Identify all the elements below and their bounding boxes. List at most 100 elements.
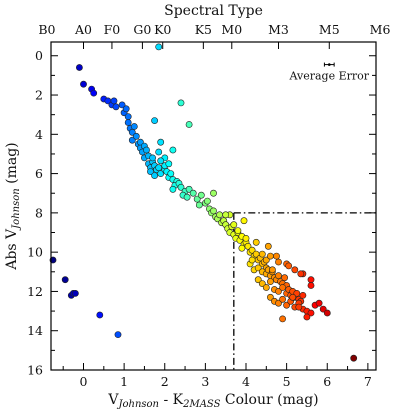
y-tick-label: 2 (35, 88, 43, 103)
x-tick-label: 7 (364, 374, 372, 389)
data-point (124, 113, 132, 120)
data-point (244, 242, 252, 250)
data-point (275, 272, 282, 280)
x-tick-label: 0 (80, 374, 88, 389)
data-point (266, 293, 274, 301)
data-point (268, 266, 276, 274)
data-point (155, 43, 163, 51)
data-points (49, 43, 358, 362)
x-tick-label: 5 (283, 374, 291, 389)
spectral-tick-label: B0 (38, 22, 55, 37)
x-tick-label: 6 (323, 374, 331, 389)
data-point (275, 258, 282, 266)
top-axis-title: Spectral Type (164, 3, 263, 19)
average-error-label: Average Error (289, 70, 370, 83)
data-point (281, 274, 288, 282)
data-point (234, 227, 242, 234)
spectral-tick-label: G0 (133, 22, 151, 37)
data-point (147, 168, 154, 175)
data-point (130, 123, 138, 130)
data-point (165, 160, 173, 168)
data-point (124, 119, 132, 126)
plot-frame (50, 41, 377, 371)
data-point (279, 284, 286, 291)
data-point (169, 146, 177, 154)
x-tick-label: 1 (120, 374, 128, 389)
data-point (210, 207, 217, 215)
data-point (157, 138, 165, 146)
data-point (303, 313, 311, 321)
data-point (279, 315, 286, 323)
data-point (197, 191, 205, 199)
data-point (254, 264, 262, 272)
reference-lines (233, 212, 376, 370)
data-point (132, 132, 140, 140)
y-tick-label: 0 (35, 48, 43, 63)
data-point (177, 183, 185, 191)
axis-title-part: V (107, 392, 119, 408)
data-point (112, 103, 120, 111)
spectral-tick-label: K0 (154, 22, 171, 37)
axis-title-part: (mag) (4, 142, 20, 188)
y-tick-label: 12 (27, 284, 43, 299)
axis-title-part: Johnson (11, 188, 22, 231)
error-bar-center (327, 63, 331, 66)
y-tick-label: 8 (35, 205, 43, 220)
data-point (72, 289, 79, 297)
axis-title-part: Abs V (4, 228, 20, 271)
data-point (155, 148, 163, 156)
axis-title-part: - K (159, 392, 184, 408)
data-point (177, 99, 185, 107)
data-point (350, 354, 358, 362)
data-point (122, 105, 130, 113)
y-tick-label: 14 (27, 323, 43, 338)
data-point (242, 234, 250, 242)
data-point (262, 284, 270, 291)
data-point (254, 276, 262, 284)
data-point (96, 311, 104, 319)
data-point (203, 197, 211, 205)
spectral-tick-label: M5 (319, 22, 340, 37)
data-point (279, 295, 286, 303)
data-point (293, 289, 301, 297)
y-tick-label: 4 (35, 127, 43, 142)
x-axis-title: VJohnson - K2MASS Colour (mag) (107, 392, 318, 410)
data-point (143, 146, 150, 154)
x-tick-label: 3 (201, 374, 209, 389)
data-point (285, 262, 293, 270)
spectral-tick-label: M6 (370, 22, 391, 37)
data-point (193, 195, 201, 203)
data-point (189, 189, 197, 197)
axis-title-part: Johnson (116, 399, 159, 410)
data-point (61, 276, 69, 284)
data-point (157, 170, 165, 177)
data-point (240, 217, 248, 225)
data-point (230, 221, 238, 229)
data-point (266, 278, 274, 285)
data-point (283, 301, 290, 309)
x-tick-label: 4 (242, 374, 250, 389)
data-point (275, 299, 282, 307)
data-point (195, 201, 203, 209)
data-point (307, 276, 315, 284)
y-tick-label: 16 (27, 363, 43, 378)
data-point (151, 117, 158, 124)
data-point (110, 97, 118, 105)
data-point (266, 252, 274, 260)
data-point (76, 64, 83, 71)
spectral-tick-label: A0 (74, 22, 92, 37)
data-point (258, 250, 266, 258)
data-point (210, 189, 217, 197)
data-point (151, 172, 158, 179)
data-point (167, 170, 175, 177)
data-point (248, 246, 256, 254)
data-point (307, 282, 315, 289)
data-point (216, 211, 223, 219)
data-point (155, 164, 163, 172)
data-point (289, 293, 297, 301)
data-point (319, 305, 327, 313)
data-point (307, 309, 315, 317)
data-point (222, 211, 230, 219)
